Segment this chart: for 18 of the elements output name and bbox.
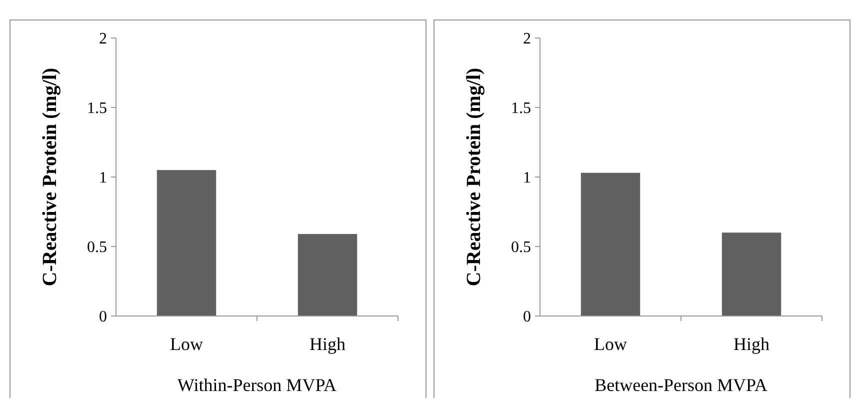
x-axis-title: Within-Person MVPA xyxy=(177,375,337,395)
x-tick-label: Low xyxy=(170,334,203,354)
y-tick-label: 1 xyxy=(99,170,107,187)
y-tick-label: 0 xyxy=(99,308,107,326)
y-tick-label: 1.5 xyxy=(87,100,107,118)
y-tick-label: 1 xyxy=(523,170,531,187)
y-axis-title: C-Reactive Protein (mg/l) xyxy=(463,68,485,286)
x-tick-label: High xyxy=(310,334,346,354)
y-axis-title: C-Reactive Protein (mg/l) xyxy=(39,68,61,286)
y-tick-label: 2 xyxy=(99,30,107,48)
x-tick-label: High xyxy=(734,334,770,354)
y-tick-label: 0 xyxy=(523,308,531,326)
y-tick-label: 0.5 xyxy=(511,239,531,256)
x-axis-title: Between-Person MVPA xyxy=(594,375,768,395)
y-tick-label: 2 xyxy=(523,30,531,48)
y-tick-label: 0.5 xyxy=(87,239,107,256)
x-tick-label: Low xyxy=(594,334,627,354)
y-tick-label: 1.5 xyxy=(511,100,531,118)
